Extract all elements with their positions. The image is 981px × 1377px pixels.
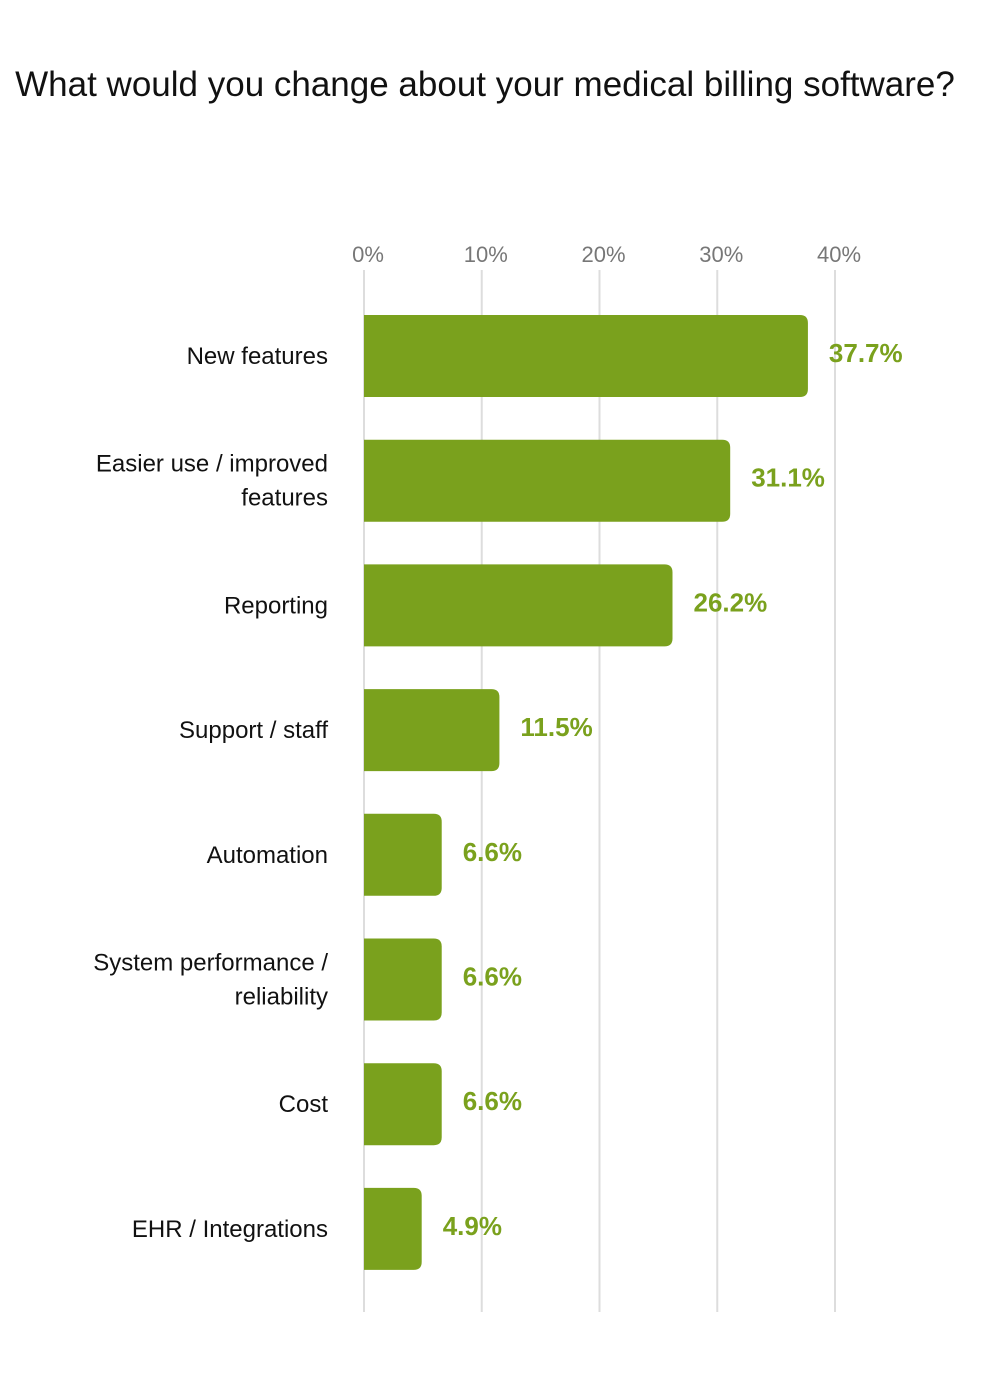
- category-label: New features: [187, 343, 328, 370]
- data-label: 11.5%: [520, 712, 592, 742]
- x-tick-label: 30%: [699, 242, 743, 267]
- category-label: Easier use / improved: [96, 451, 328, 478]
- bar: [364, 564, 673, 647]
- bar: [364, 689, 500, 772]
- bar: [364, 1063, 442, 1146]
- x-tick-label: 20%: [581, 242, 625, 267]
- bar: [364, 1187, 422, 1270]
- category-label: EHR / Integrations: [132, 1216, 328, 1243]
- data-label: 6.6%: [463, 837, 522, 867]
- bar: [364, 439, 731, 522]
- data-label: 6.6%: [463, 1086, 522, 1116]
- category-label: Support / staff: [179, 717, 328, 744]
- x-tick-label: 0%: [352, 242, 384, 267]
- x-tick-label: 40%: [817, 242, 861, 267]
- data-label: 31.1%: [751, 463, 825, 493]
- category-label: Reporting: [224, 592, 328, 619]
- data-label: 6.6%: [463, 962, 522, 992]
- data-label: 26.2%: [694, 587, 768, 617]
- chart-title: What would you change about your medical…: [15, 65, 955, 104]
- category-label: features: [241, 485, 328, 512]
- category-label: Cost: [279, 1091, 329, 1118]
- bar: [364, 813, 442, 896]
- data-label: 37.7%: [829, 338, 903, 368]
- bar: [364, 315, 808, 397]
- bar: [364, 938, 442, 1021]
- category-label: reliability: [235, 984, 328, 1011]
- x-tick-label: 10%: [464, 242, 508, 267]
- data-label: 4.9%: [443, 1211, 502, 1241]
- category-label: System performance /: [93, 950, 328, 977]
- category-label: Automation: [207, 842, 328, 869]
